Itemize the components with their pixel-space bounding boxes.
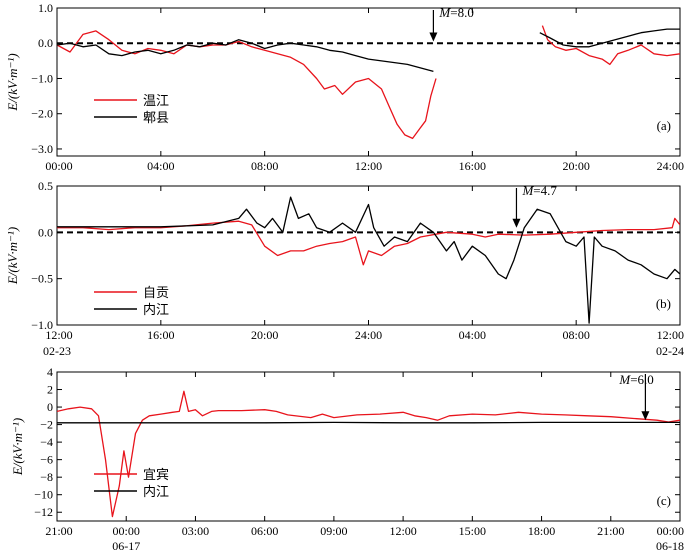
- y-tick-label: −0.5: [31, 272, 53, 286]
- y-tick-label: 0.0: [38, 225, 53, 239]
- x-tick-label: 03:00: [182, 524, 209, 538]
- x-tick-label: 04:00: [147, 159, 174, 173]
- y-tick-label: −1.0: [31, 71, 53, 85]
- y-tick-label: −1.0: [31, 318, 53, 332]
- x-date-label: 02-23: [43, 344, 71, 358]
- x-tick-label: 12:00: [355, 159, 382, 173]
- series-line: [57, 39, 434, 73]
- x-tick-label: 08:00: [251, 159, 278, 173]
- y-tick-label: 2: [47, 383, 53, 397]
- panel-label: (c): [657, 493, 671, 508]
- x-tick-label: 00:00: [45, 159, 72, 173]
- legend-label: 温江: [143, 93, 169, 108]
- legend-label: 内江: [143, 484, 169, 499]
- x-tick-label: 24:00: [657, 159, 684, 173]
- x-tick-label: 20:00: [562, 159, 589, 173]
- event-label-m: M: [438, 5, 451, 20]
- event-arrow-head: [429, 32, 438, 42]
- x-tick-label: 21:00: [597, 524, 624, 538]
- x-tick-label: 16:00: [147, 328, 174, 342]
- event-arrow-head: [512, 218, 521, 228]
- x-tick-label: 06:00: [251, 524, 278, 538]
- panel-b: 0.50.0−0.5−1.012:00 16:00 20:00 24:00 04:00 0…: [5, 179, 684, 358]
- panel-label: (b): [656, 296, 671, 311]
- event-label: M=4.7: [521, 183, 557, 198]
- legend-label: 郫县: [143, 110, 169, 125]
- x-tick-label: 08:00: [562, 328, 589, 342]
- x-date-label: 06-18: [656, 539, 684, 553]
- y-tick-label: −6: [40, 453, 53, 467]
- series-line: [57, 196, 680, 324]
- y-tick-label: 0.5: [38, 179, 53, 193]
- x-tick-label: 12:00: [657, 328, 684, 342]
- x-tick-label: 15:00: [459, 524, 486, 538]
- series-line: [57, 217, 680, 266]
- y-tick-label: −12: [34, 505, 53, 519]
- legend-label: 宜宾: [143, 467, 169, 482]
- x-tick-label: 18:00: [528, 524, 555, 538]
- event-label: M=6.0: [618, 372, 653, 387]
- event-label-m: M: [521, 183, 534, 198]
- y-tick-label: −10: [34, 488, 53, 502]
- x-date-label: 02-24: [656, 344, 684, 358]
- plot-frame: [56, 371, 681, 522]
- x-tick-label: 09:00: [320, 524, 347, 538]
- plot-frame: [56, 7, 681, 157]
- y-tick-label: 0.0: [38, 36, 53, 50]
- series-line: [57, 390, 680, 518]
- y-tick-label: −2.0: [31, 107, 53, 121]
- panel-label: (a): [657, 118, 671, 133]
- panel-a: 1.0 0.0 −1.0 −2.0 −3.0 00:00 04:00 08:00 12:00 16…: [5, 1, 684, 173]
- event-label-value: =4.7: [533, 183, 557, 198]
- y-tick-label: 1.0: [38, 1, 53, 15]
- legend-label: 自贡: [143, 285, 169, 300]
- x-tick-label: 04:00: [459, 328, 486, 342]
- x-tick-label: 12:00: [389, 524, 416, 538]
- panel-c: 4 2 0 −2 −4 −6 −8 −10 −12 21:00 00:00 03:00 06:00 09:…: [10, 365, 684, 553]
- y-axis-label: E/(kV·m⁻¹): [10, 418, 25, 476]
- event-arrow-head: [641, 411, 650, 421]
- x-date-label: 06-17: [112, 539, 140, 553]
- series-line: [541, 25, 680, 66]
- event-label-value: =8.0: [450, 5, 474, 20]
- x-tick-label: 24:00: [355, 328, 382, 342]
- y-tick-label: −8: [40, 470, 53, 484]
- y-tick-label: −4: [40, 435, 53, 449]
- y-tick-label: −2: [40, 418, 53, 432]
- y-axis-label: E/(kV·m⁻¹): [5, 53, 20, 111]
- legend-label: 内江: [143, 302, 169, 317]
- x-tick-label: 12:00: [45, 328, 72, 342]
- y-axis-label: E/(kV·m⁻¹): [5, 227, 20, 285]
- event-label-value: =6.0: [630, 372, 654, 387]
- x-tick-label: 00:00: [113, 524, 140, 538]
- y-tick-label: 4: [47, 365, 53, 379]
- y-tick-label: 0: [47, 400, 53, 414]
- x-tick-label: 00:00: [657, 524, 684, 538]
- event-label-m: M: [618, 372, 631, 387]
- x-tick-label: 16:00: [459, 159, 486, 173]
- x-tick-label: 21:00: [45, 524, 72, 538]
- event-label: M=8.0: [438, 5, 473, 20]
- x-tick-label: 20:00: [251, 328, 278, 342]
- series-line: [539, 28, 680, 48]
- y-tick-label: −3.0: [31, 142, 53, 156]
- series-line: [57, 30, 437, 140]
